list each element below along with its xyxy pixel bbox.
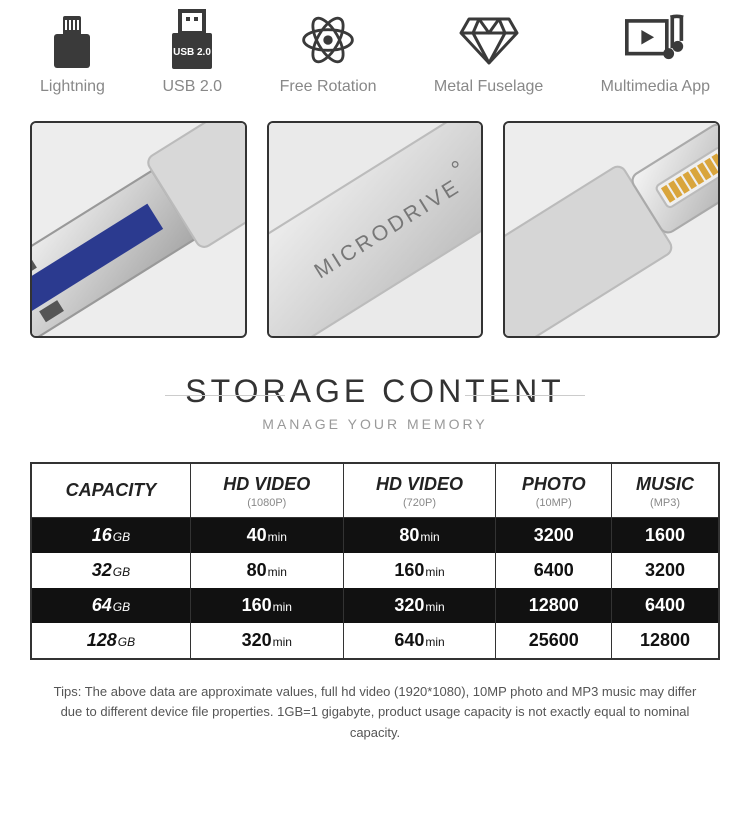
table-header: CAPACITY — [31, 463, 190, 518]
storage-table: CAPACITY HD VIDEO(1080P) HD VIDEO(720P) … — [30, 462, 720, 660]
cell-music: 3200 — [612, 553, 719, 588]
tips-text: Tips: The above data are approximate val… — [30, 682, 720, 744]
cell-capacity: 32GB — [31, 553, 190, 588]
feature-label: USB 2.0 — [162, 78, 222, 96]
feature-row: Lightning USB 2.0 USB 2.0 — [30, 0, 720, 116]
cell-1080p: 40min — [190, 517, 343, 553]
feature-label: Multimedia App — [601, 78, 710, 96]
cell-photo: 25600 — [496, 623, 612, 659]
cell-music: 6400 — [612, 588, 719, 623]
table-header: HD VIDEO(720P) — [343, 463, 496, 518]
cell-720p: 160min — [343, 553, 496, 588]
product-photo-usb — [30, 121, 247, 338]
product-photo-brand: MICRODRIVE — [267, 121, 484, 338]
feature-item: USB 2.0 USB 2.0 — [162, 10, 222, 96]
product-photo-lightning — [503, 121, 720, 338]
cell-capacity: 64GB — [31, 588, 190, 623]
cell-music: 12800 — [612, 623, 719, 659]
table-header: PHOTO(10MP) — [496, 463, 612, 518]
table-header: HD VIDEO(1080P) — [190, 463, 343, 518]
feature-label: Free Rotation — [280, 78, 377, 96]
cell-1080p: 80min — [190, 553, 343, 588]
feature-item: Lightning — [40, 10, 105, 96]
multimedia-icon — [625, 10, 685, 70]
feature-item: Free Rotation — [280, 10, 377, 96]
cell-capacity: 16GB — [31, 517, 190, 553]
table-row: 32GB80min160min64003200 — [31, 553, 719, 588]
cell-720p: 320min — [343, 588, 496, 623]
product-photo-row: MICRODRIVE — [30, 121, 720, 338]
cell-720p: 80min — [343, 517, 496, 553]
cell-music: 1600 — [612, 517, 719, 553]
cell-photo: 6400 — [496, 553, 612, 588]
cell-photo: 3200 — [496, 517, 612, 553]
feature-item: Metal Fuselage — [434, 10, 543, 96]
cell-1080p: 320min — [190, 623, 343, 659]
table-header: MUSIC(MP3) — [612, 463, 719, 518]
diamond-icon — [459, 10, 519, 70]
cell-capacity: 128GB — [31, 623, 190, 659]
table-header-row: CAPACITY HD VIDEO(1080P) HD VIDEO(720P) … — [31, 463, 719, 518]
svg-text:USB 2.0: USB 2.0 — [173, 47, 211, 58]
cell-720p: 640min — [343, 623, 496, 659]
feature-label: Metal Fuselage — [434, 78, 543, 96]
usb-connector-icon: USB 2.0 — [162, 10, 222, 70]
cell-1080p: 160min — [190, 588, 343, 623]
lightning-connector-icon — [42, 10, 102, 70]
table-row: 16GB40min80min32001600 — [31, 517, 719, 553]
table-row: 128GB320min640min2560012800 — [31, 623, 719, 659]
rotation-atom-icon — [298, 10, 358, 70]
feature-label: Lightning — [40, 78, 105, 96]
section-title: STORAGE CONTENT MANAGE YOUR MEMORY — [30, 373, 720, 432]
section-heading: STORAGE CONTENT — [185, 373, 564, 410]
feature-item: Multimedia App — [601, 10, 710, 96]
cell-photo: 12800 — [496, 588, 612, 623]
table-row: 64GB160min320min128006400 — [31, 588, 719, 623]
section-subtitle: MANAGE YOUR MEMORY — [30, 416, 720, 432]
